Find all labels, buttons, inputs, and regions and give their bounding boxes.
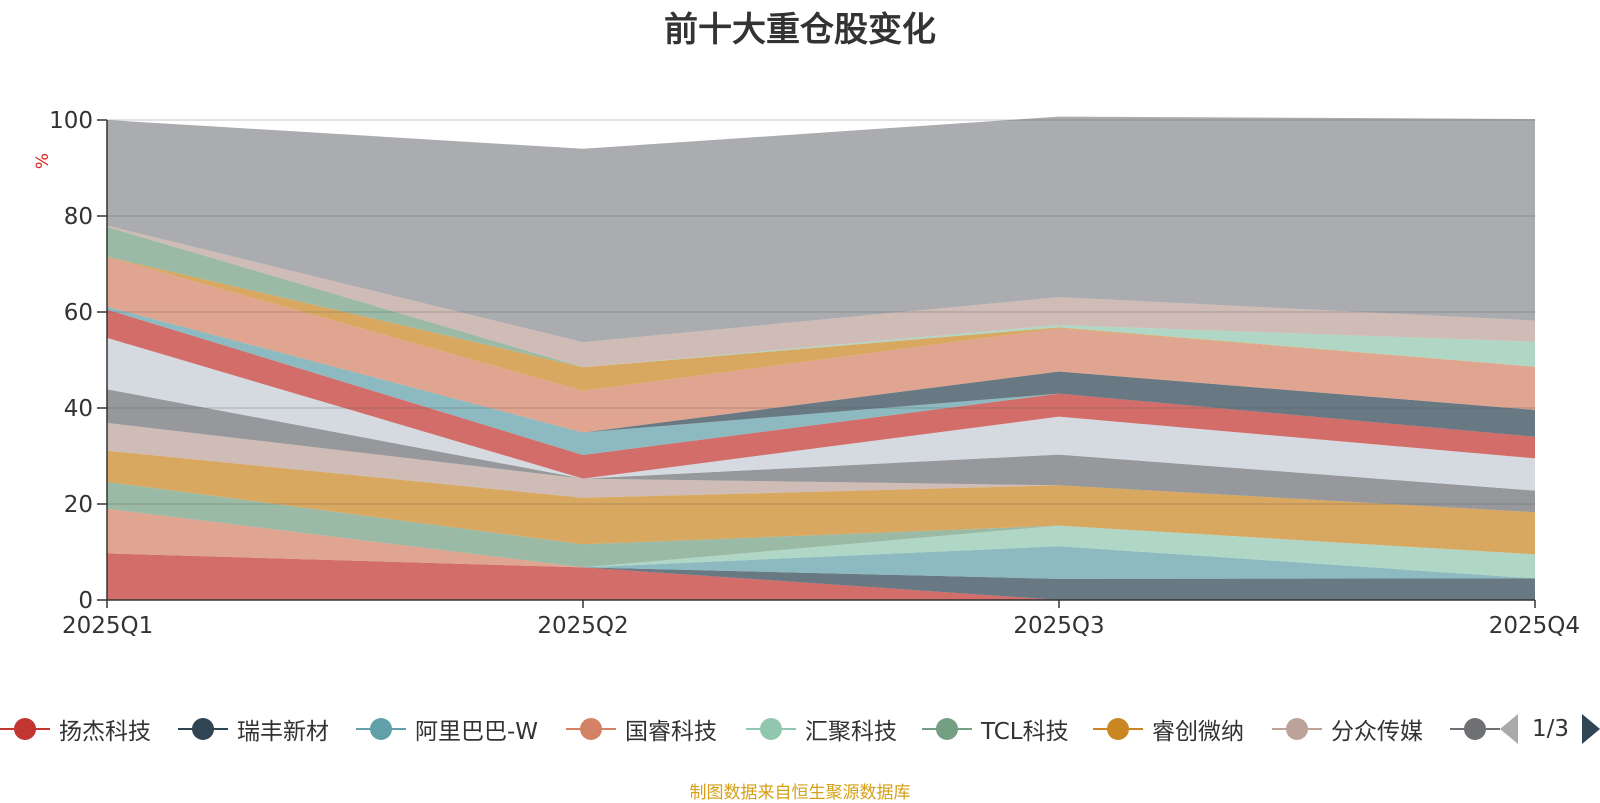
chart-title: 前十大重仓股变化 — [664, 10, 936, 50]
area-series-19 — [107, 116, 1535, 343]
x-tick-label: 2025Q4 — [1489, 613, 1580, 639]
legend-marker-icon — [178, 717, 228, 741]
legend-pager: 1/3 — [1500, 712, 1600, 746]
legend-item[interactable]: TCL科技 — [922, 712, 1069, 746]
y-tick-label: 20 — [64, 492, 93, 518]
legend-marker-icon — [0, 717, 50, 741]
legend-item[interactable] — [1450, 712, 1500, 746]
legend-item[interactable]: 汇聚科技 — [746, 712, 897, 746]
area-series-5 — [107, 508, 1535, 579]
x-tick-label: 2025Q1 — [62, 613, 153, 639]
legend-marker-icon — [922, 717, 972, 741]
area-series-9 — [107, 389, 1535, 513]
legend-label: 分众传媒 — [1331, 719, 1423, 745]
legend-item[interactable]: 分众传媒 — [1272, 712, 1423, 746]
legend-marker-icon — [746, 717, 796, 741]
legend-item[interactable]: 国睿科技 — [566, 712, 717, 746]
area-series-6 — [107, 481, 1535, 568]
y-tick-label: 40 — [64, 396, 93, 422]
legend-marker-icon — [1272, 717, 1322, 741]
source-note: 制图数据来自恒生聚源数据库 — [689, 783, 911, 803]
legend-label: 睿创微纳 — [1152, 719, 1244, 745]
legend-next-page-icon[interactable] — [1582, 714, 1600, 744]
y-tick-label: 60 — [64, 300, 93, 326]
area-series-7 — [107, 450, 1535, 555]
area-series-1 — [107, 553, 1535, 600]
legend-label: 阿里巴巴-W — [415, 719, 539, 745]
axis-layer: 0 20 40 60 80 100 2025Q1 2025Q2 2025Q3 2025Q4 — [49, 108, 1580, 639]
legend-page-indicator: 1/3 — [1532, 716, 1570, 742]
area-series-15 — [107, 256, 1535, 391]
area-series-2 — [107, 553, 1535, 600]
x-tick-label: 2025Q2 — [537, 613, 628, 639]
legend-label: 国睿科技 — [625, 719, 717, 745]
area-series-11 — [107, 309, 1535, 479]
y-tick-label: 80 — [64, 204, 93, 230]
area-series-10 — [107, 337, 1535, 491]
legend-item[interactable]: 瑞丰新材 — [178, 712, 329, 746]
x-tick-label: 2025Q3 — [1013, 613, 1104, 639]
area-series-8 — [107, 422, 1535, 513]
y-tick-label: 100 — [49, 108, 93, 134]
y-axis-label: % — [33, 153, 53, 169]
legend-item[interactable]: 扬杰科技 — [0, 712, 151, 746]
area-series-18 — [107, 225, 1535, 368]
legend-prev-page-icon[interactable] — [1500, 714, 1518, 744]
area-series-4 — [107, 508, 1535, 579]
area-series-14 — [107, 256, 1535, 433]
y-tick-label: 0 — [78, 588, 93, 614]
area-series-13 — [107, 306, 1535, 437]
legend-label: 扬杰科技 — [59, 719, 151, 745]
legend-marker-icon — [1450, 717, 1500, 741]
legend-marker-icon — [356, 717, 406, 741]
legend-label: 瑞丰新材 — [237, 719, 329, 745]
area-series-3 — [107, 546, 1535, 579]
area-series-12 — [107, 306, 1535, 455]
legend-marker-icon — [566, 717, 616, 741]
legend-item[interactable]: 阿里巴巴-W — [356, 712, 538, 746]
area-series-17 — [107, 227, 1535, 368]
legend: 扬杰科技 瑞丰新材 阿里巴巴-W 国睿科技 汇聚科技 TCL科技 睿创微纳 分众传媒 — [0, 712, 1600, 746]
legend-item[interactable]: 睿创微纳 — [1093, 712, 1244, 746]
legend-label: TCL科技 — [981, 719, 1069, 745]
grid-layer — [107, 119, 1535, 505]
area-layer — [107, 116, 1535, 600]
legend-label: 汇聚科技 — [805, 719, 897, 745]
legend-marker-icon — [1093, 717, 1143, 741]
